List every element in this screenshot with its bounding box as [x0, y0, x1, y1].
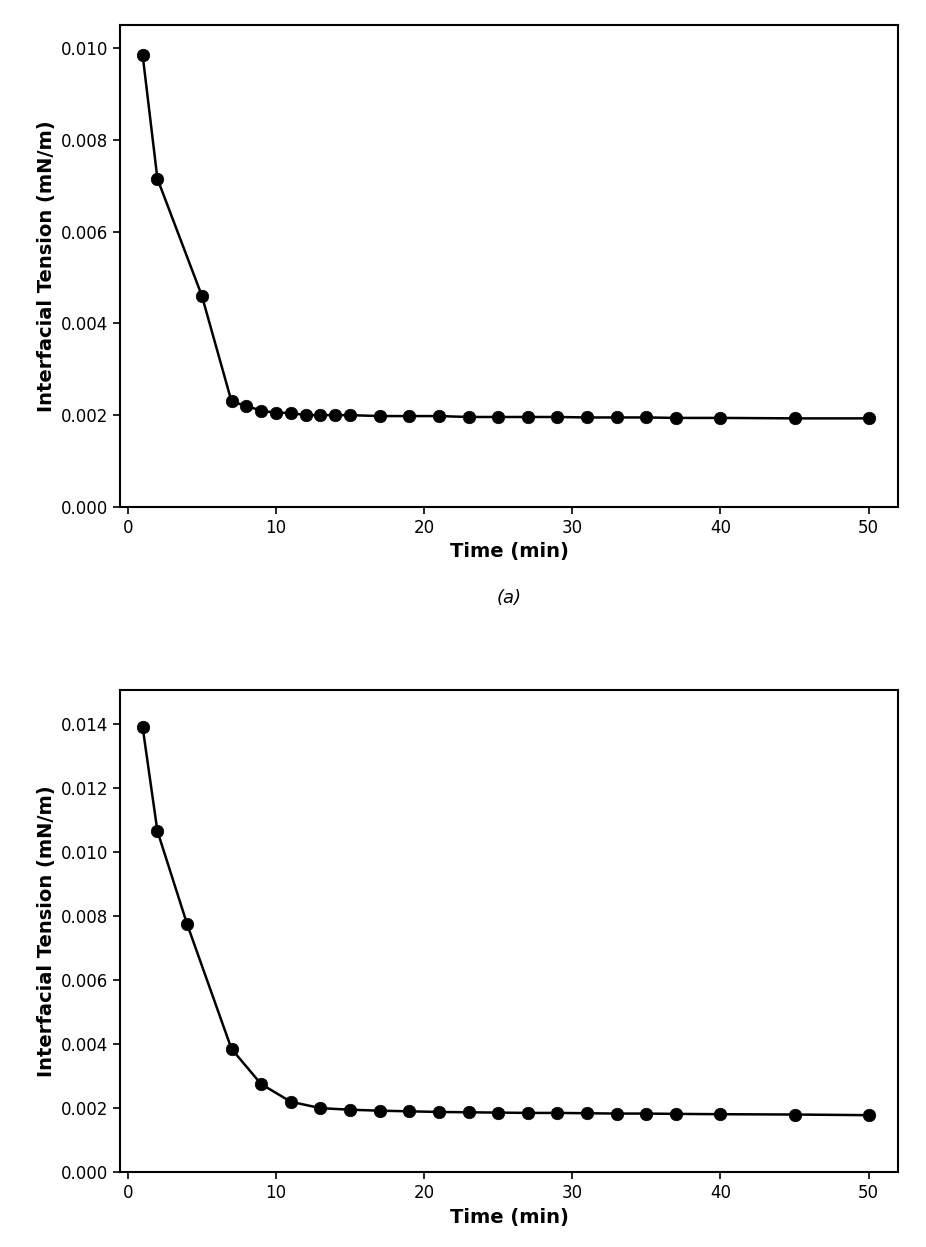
X-axis label: Time (min): Time (min)	[450, 1207, 569, 1227]
Y-axis label: Interfacial Tension (mN/m): Interfacial Tension (mN/m)	[36, 786, 56, 1077]
X-axis label: Time (min): Time (min)	[450, 542, 569, 561]
Y-axis label: Interfacial Tension (mN/m): Interfacial Tension (mN/m)	[37, 120, 56, 412]
Text: (a): (a)	[497, 589, 521, 607]
